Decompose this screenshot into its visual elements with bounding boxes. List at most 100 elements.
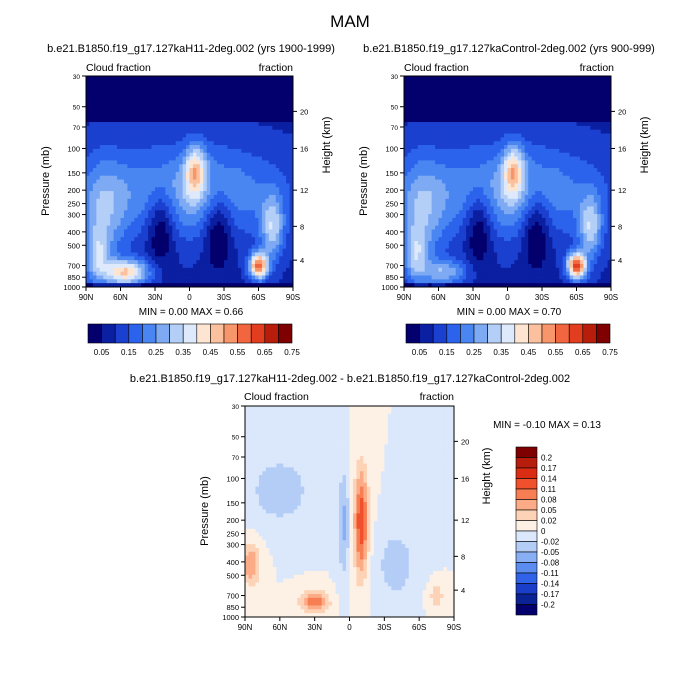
heatmap-cell xyxy=(130,225,135,230)
heatmap-cell xyxy=(141,194,146,200)
heatmap-cell xyxy=(86,164,90,169)
heatmap-cell xyxy=(282,191,287,196)
heatmap-cell xyxy=(248,252,252,257)
heatmap-cell xyxy=(255,252,259,257)
heatmap-cell xyxy=(586,141,591,146)
heatmap-cell xyxy=(548,114,553,119)
heatmap-cell xyxy=(192,106,197,111)
heatmap-cell xyxy=(555,164,560,169)
heatmap-cell xyxy=(255,114,259,119)
heatmap-cell xyxy=(196,191,201,196)
heatmap-cell xyxy=(466,95,470,100)
heatmap-cell xyxy=(99,164,104,169)
heatmap-cell xyxy=(241,79,246,85)
heatmap-cell xyxy=(566,171,570,177)
heatmap-cell xyxy=(203,171,208,177)
heatmap-cell xyxy=(213,141,218,146)
colorbar-cell xyxy=(237,323,252,344)
heatmap-cell xyxy=(234,275,239,280)
heatmap-cell xyxy=(182,110,187,115)
heatmap-cell xyxy=(220,99,225,104)
heatmap-cell xyxy=(186,102,190,108)
heatmap-cell xyxy=(217,229,221,234)
heatmap-cell xyxy=(165,233,170,238)
heatmap-cell xyxy=(473,118,477,123)
heatmap-cell xyxy=(137,267,142,273)
heatmap-cell xyxy=(165,141,170,146)
heatmap-cell xyxy=(548,175,553,180)
heatmap-cell xyxy=(604,141,608,146)
heatmap-cell xyxy=(282,125,287,131)
heatmap-cell xyxy=(414,168,419,173)
heatmap-cell xyxy=(230,244,235,250)
y-tick-label: 70 xyxy=(73,125,81,132)
heatmap-cell xyxy=(555,145,560,150)
heatmap-cell xyxy=(576,156,581,161)
heatmap-cell xyxy=(158,244,163,250)
heatmap-cell xyxy=(597,83,602,88)
heatmap-cell xyxy=(469,175,474,180)
heatmap-cell xyxy=(96,214,101,219)
heatmap-cell xyxy=(123,267,128,273)
heatmap-cell xyxy=(414,129,419,134)
heatmap-cell xyxy=(248,202,252,207)
heatmap-cell xyxy=(251,271,256,276)
heatmap-cell xyxy=(268,95,273,100)
heatmap-cell xyxy=(110,99,114,104)
heatmap-cell xyxy=(113,244,118,250)
heatmap-cell xyxy=(514,148,519,154)
heatmap-cell xyxy=(110,283,114,288)
heatmap-cell xyxy=(106,194,111,200)
heatmap-cell xyxy=(261,275,266,280)
heatmap-cell xyxy=(179,129,183,134)
heatmap-cell xyxy=(459,148,464,154)
heatmap-cell xyxy=(279,156,284,161)
heatmap-cell xyxy=(268,252,273,257)
heatmap-cell xyxy=(248,91,252,96)
heatmap-cell xyxy=(134,114,139,119)
heatmap-cell xyxy=(272,91,277,96)
heatmap-cell xyxy=(220,171,225,177)
heatmap-cell xyxy=(265,122,270,127)
colorbar-label: 0.75 xyxy=(284,348,300,357)
heatmap-cell xyxy=(272,118,277,123)
heatmap-cell xyxy=(486,87,491,92)
heatmap-cell xyxy=(573,125,577,131)
heatmap-cell xyxy=(272,267,277,273)
heatmap-cell xyxy=(255,87,259,92)
heatmap-cell xyxy=(86,237,90,242)
heatmap-cell xyxy=(199,125,204,131)
heatmap-cell xyxy=(106,137,111,142)
heatmap-cell xyxy=(514,83,519,88)
heatmap-cell xyxy=(421,102,426,108)
heatmap-cell xyxy=(144,217,149,223)
heatmap-cell xyxy=(251,275,256,280)
heatmap-cell xyxy=(230,164,235,169)
heatmap-cell xyxy=(144,202,149,207)
heatmap-cell xyxy=(261,122,266,127)
heatmap-cell xyxy=(272,214,277,219)
heatmap-cell xyxy=(590,102,595,108)
heatmap-cell xyxy=(607,133,612,138)
heatmap-cell xyxy=(189,210,194,215)
heatmap-cell xyxy=(151,160,156,165)
heatmap-cell xyxy=(483,152,488,157)
heatmap-cell xyxy=(134,233,139,238)
heatmap-cell xyxy=(99,233,104,238)
colorbar-label: 0.65 xyxy=(257,348,273,357)
heatmap-cell xyxy=(524,76,529,81)
heatmap-cell xyxy=(455,129,460,134)
heatmap-cell xyxy=(414,91,419,96)
heatmap-cell xyxy=(213,129,218,134)
heatmap-cell xyxy=(528,168,533,173)
heatmap-cell xyxy=(213,171,218,177)
heatmap-cell xyxy=(161,279,166,284)
heatmap-cell xyxy=(103,95,108,100)
heatmap-cell xyxy=(248,187,252,192)
heatmap-cell xyxy=(486,156,491,161)
heatmap-cell xyxy=(186,156,190,161)
heatmap-cell xyxy=(548,102,553,108)
heatmap-cell xyxy=(96,217,101,223)
heatmap-cell xyxy=(199,214,204,219)
heatmap-cell xyxy=(155,122,159,127)
